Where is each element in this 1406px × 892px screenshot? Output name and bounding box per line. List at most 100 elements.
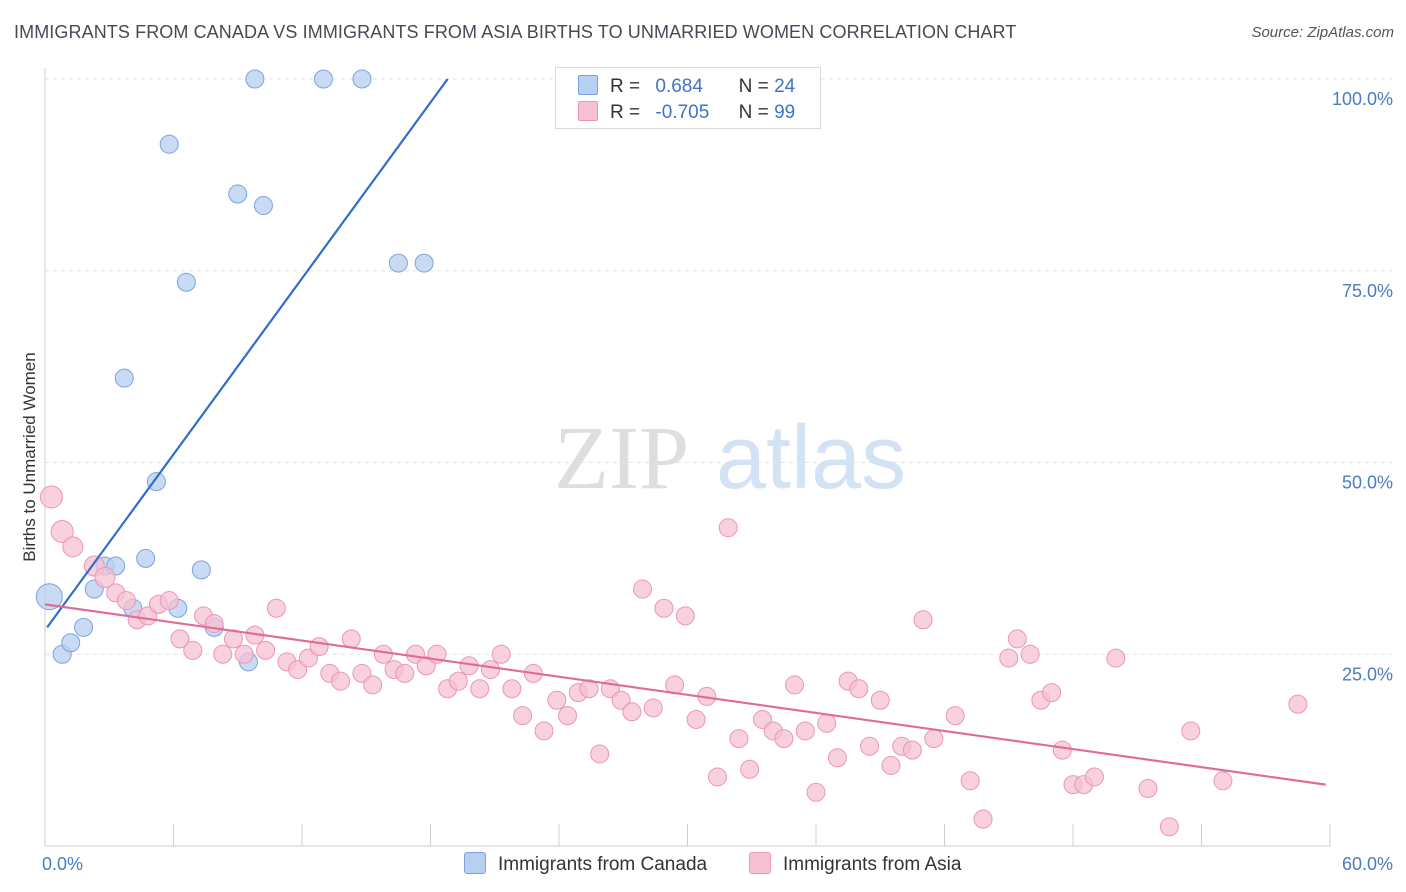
data-point: [414, 253, 434, 273]
data-point: [973, 809, 993, 829]
data-point: [74, 617, 94, 637]
data-point: [1288, 694, 1308, 714]
y-axis-label: Births to Unmarried Women: [20, 352, 39, 561]
series-legend-asia: Immigrants from Asia: [749, 852, 961, 876]
series-swatch-asia: [749, 852, 771, 874]
y-tick-label: 50.0%: [1342, 473, 1393, 493]
data-point: [1213, 771, 1233, 791]
legend-r-value: -0.705: [655, 102, 710, 123]
data-point: [35, 583, 63, 611]
data-point: [1181, 721, 1201, 741]
chart-title: IMMIGRANTS FROM CANADA VS IMMIGRANTS FRO…: [14, 22, 1017, 42]
data-point: [448, 671, 468, 691]
data-point: [513, 706, 533, 726]
data-point: [686, 709, 706, 729]
data-point: [395, 663, 415, 683]
data-point: [1020, 644, 1040, 664]
data-point: [817, 713, 837, 733]
series-legend: Immigrants from Canada Immigrants from A…: [0, 852, 1406, 878]
data-point: [795, 721, 815, 741]
data-point: [61, 633, 81, 653]
data-point: [1159, 817, 1179, 837]
legend-r-label: R =: [610, 102, 641, 123]
data-point: [253, 196, 273, 216]
legend-row-asia: R = -0.705 N = 99: [578, 101, 795, 127]
data-point: [94, 567, 116, 589]
data-point: [806, 782, 826, 802]
data-point: [999, 648, 1019, 668]
legend-r-label: R =: [610, 76, 641, 97]
series-legend-canada: Immigrants from Canada: [464, 852, 707, 876]
trend-lines: [44, 78, 1326, 786]
data-point: [256, 640, 276, 660]
watermark-zip: ZIP: [554, 409, 689, 508]
legend-n-label: N =: [738, 102, 769, 123]
data-point: [373, 644, 393, 664]
legend-n-label: N =: [738, 76, 769, 97]
data-point: [547, 690, 567, 710]
data-point: [341, 629, 361, 649]
data-point: [470, 679, 490, 699]
watermark-atlas: atlas: [716, 408, 906, 508]
data-point: [191, 560, 211, 580]
data-point: [62, 536, 84, 558]
data-point: [136, 548, 156, 568]
data-point: [114, 368, 134, 388]
data-point: [707, 767, 727, 787]
data-point: [50, 520, 74, 544]
stats-legend: R = 0.684 N = 24 R = -0.705 N = 99: [555, 67, 821, 129]
legend-r-value: 0.684: [655, 76, 703, 97]
data-point: [183, 640, 203, 660]
data-point: [913, 610, 933, 630]
data-point: [902, 740, 922, 760]
data-point: [718, 518, 738, 538]
y-tick-label: 75.0%: [1342, 281, 1393, 301]
data-point: [116, 591, 136, 611]
data-point: [558, 706, 578, 726]
data-point: [654, 598, 674, 618]
data-points: [35, 69, 1308, 837]
data-point: [1052, 740, 1072, 760]
data-point: [39, 485, 63, 509]
legend-n-value: 24: [774, 76, 796, 97]
data-point: [388, 253, 408, 273]
legend-swatch-asia: [578, 101, 598, 121]
data-point: [960, 771, 980, 791]
data-point: [870, 690, 890, 710]
data-point: [176, 272, 196, 292]
trend-line: [44, 603, 1326, 786]
legend-row-canada: R = 0.684 N = 24: [578, 75, 795, 101]
data-point: [234, 644, 254, 664]
data-point: [1138, 778, 1158, 798]
x-tick-label: 0.0%: [42, 854, 83, 874]
data-point: [159, 134, 179, 154]
source-credit: Source: ZipAtlas.com: [1251, 24, 1394, 41]
legend-n-value: 99: [774, 102, 796, 123]
data-point: [363, 675, 383, 695]
data-point: [579, 679, 599, 699]
data-point: [675, 606, 695, 626]
data-point: [849, 679, 869, 699]
data-point: [860, 736, 880, 756]
trend-line: [46, 78, 449, 629]
data-point: [785, 675, 805, 695]
data-point: [633, 579, 653, 599]
series-swatch-canada: [464, 852, 486, 874]
data-point: [245, 69, 265, 89]
data-point: [1106, 648, 1126, 668]
x-tick-label: 60.0%: [1342, 854, 1393, 874]
data-point: [309, 637, 329, 657]
y-tick-label: 25.0%: [1342, 664, 1393, 684]
data-point: [534, 721, 554, 741]
data-point: [502, 679, 522, 699]
series-legend-label: Immigrants from Canada: [498, 854, 708, 875]
legend-swatch-canada: [578, 75, 598, 95]
tick-labels: 100.0% 75.0% 50.0% 25.0% 0.0% 60.0%: [42, 89, 1393, 874]
data-point: [590, 744, 610, 764]
axes: [44, 68, 1331, 847]
data-point: [146, 472, 166, 492]
data-point: [331, 671, 351, 691]
data-point: [352, 69, 372, 89]
data-point: [740, 759, 760, 779]
data-point: [924, 729, 944, 749]
